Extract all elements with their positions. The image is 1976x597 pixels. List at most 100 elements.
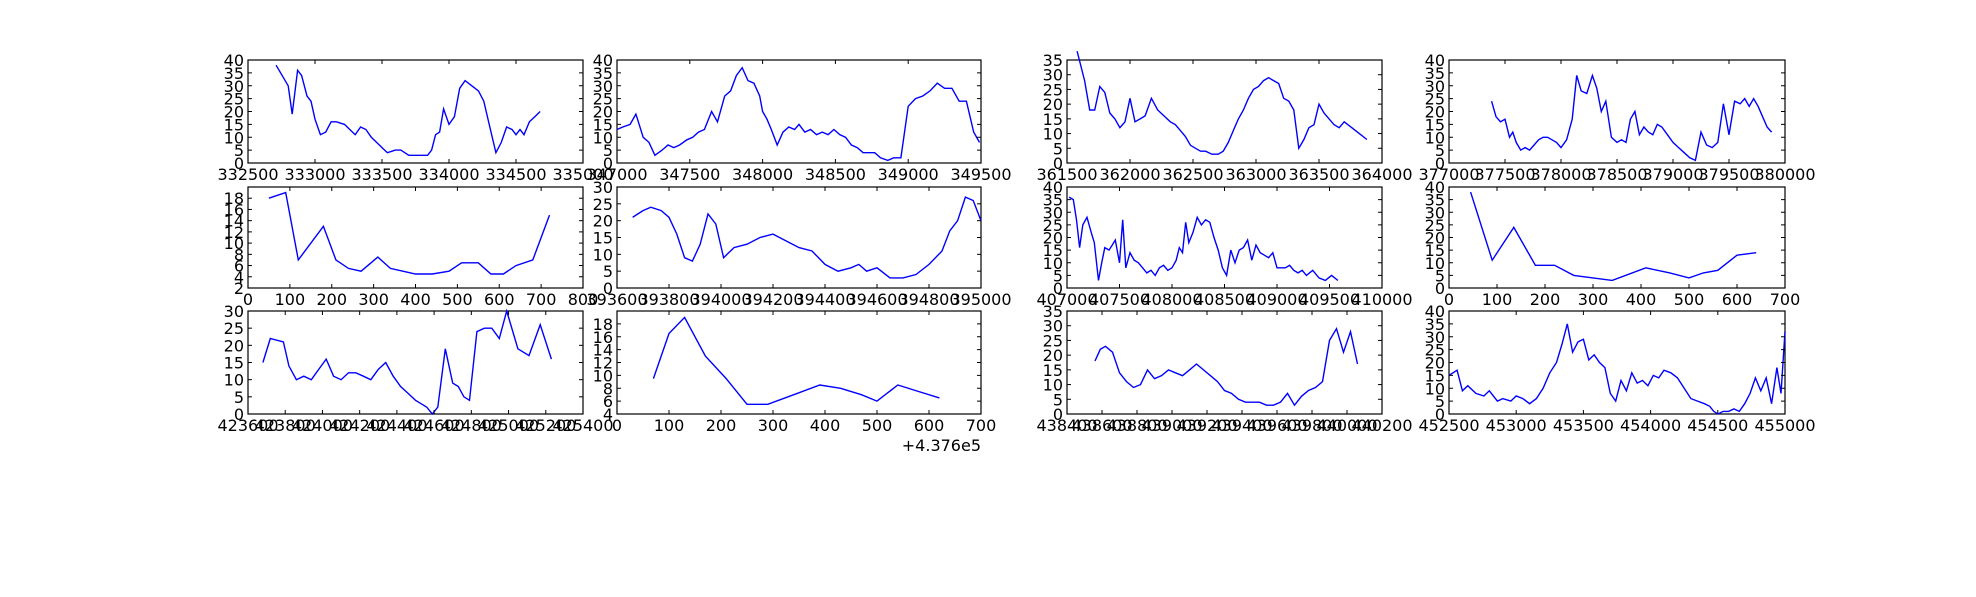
- x-tick-label: 348000: [732, 165, 793, 184]
- y-tick-label: 35: [1425, 64, 1445, 83]
- x-tick-label: 349500: [950, 165, 1011, 184]
- x-tick-label: 439800: [1281, 416, 1342, 435]
- x-tick-label: 377500: [1474, 165, 1535, 184]
- y-tick-label: 5: [1435, 266, 1445, 285]
- y-tick-label: 25: [1043, 80, 1063, 99]
- y-tick-label: 8: [234, 245, 244, 264]
- x-tick-label: 439000: [1141, 416, 1202, 435]
- y-tick-label: 25: [224, 90, 244, 109]
- x-tick-label: 394400: [794, 290, 855, 309]
- x-tick-label: 800: [568, 290, 599, 309]
- y-tick-label: 15: [1425, 115, 1445, 134]
- plot-frame: [247, 59, 584, 164]
- y-tick-label: 25: [1043, 216, 1063, 235]
- y-tick-label: 30: [224, 302, 244, 321]
- x-tick-label: 425000: [478, 416, 539, 435]
- y-tick-label: 14: [224, 212, 244, 231]
- x-tick-label: 409500: [1299, 290, 1360, 309]
- y-tick-label: 20: [1043, 95, 1063, 114]
- y-tick-label: 5: [1053, 390, 1063, 409]
- y-tick-label: 12: [224, 223, 244, 242]
- subplot-4: 3770003775003780003785003790003795003800…: [1418, 51, 1815, 184]
- y-tick-label: 35: [593, 64, 613, 83]
- y-tick-label: 35: [1425, 191, 1445, 210]
- y-tick-label: 30: [593, 77, 613, 96]
- x-tick-label: 400: [400, 290, 431, 309]
- subplot-7: 4070004075004080004085004090004095004100…: [1036, 178, 1412, 309]
- y-tick-label: 20: [593, 212, 613, 231]
- y-tick-label: 5: [234, 141, 244, 160]
- y-tick-label: 10: [1043, 376, 1063, 395]
- x-tick-label: 393800: [638, 290, 699, 309]
- x-tick-label: 335000: [552, 165, 613, 184]
- x-tick-label: 700: [526, 290, 557, 309]
- y-tick-label: 15: [593, 229, 613, 248]
- y-tick-label: 20: [224, 336, 244, 355]
- y-tick-label: 0: [603, 154, 613, 173]
- y-tick-label: 6: [234, 257, 244, 276]
- x-tick-label: 452500: [1418, 416, 1479, 435]
- x-tick-label: 423800: [255, 416, 316, 435]
- subplot-3: 361500 362000 362500 363000 363500 364000 0510…: [1036, 51, 1412, 184]
- subplot-2: 347000 347500 348000 348500 349000 349500 0510…: [586, 51, 1011, 184]
- x-tick-label: 394600: [846, 290, 907, 309]
- series-line: [616, 66, 981, 162]
- y-tick-label: 15: [224, 115, 244, 134]
- x-tick-label: 379000: [1642, 165, 1703, 184]
- y-tick-label: 30: [593, 178, 613, 197]
- y-tick-label: 30: [1425, 77, 1445, 96]
- x-tick-label: 394800: [898, 290, 959, 309]
- x-tick-label: 395000: [950, 290, 1011, 309]
- x-tick-label: 424200: [329, 416, 390, 435]
- y-tick-label: 15: [1043, 110, 1063, 129]
- y-tick-label: 0: [234, 405, 244, 424]
- x-tick-label: 200: [1530, 290, 1561, 309]
- x-tick-label: 438800: [1106, 416, 1167, 435]
- y-tick-label: 40: [224, 51, 244, 70]
- plot-frame: [616, 186, 982, 289]
- y-tick-label: 0: [1435, 279, 1445, 298]
- y-tick-label: 15: [1425, 366, 1445, 385]
- y-tick-label: 0: [1435, 405, 1445, 424]
- x-tick-label: 200: [316, 290, 347, 309]
- subplot-grid: 332500 333000 333500 334000 334500 3350000510…: [217, 51, 1815, 455]
- y-tick-label: 6: [603, 392, 613, 411]
- y-tick-label: 0: [1053, 405, 1063, 424]
- x-tick-label: 408500: [1194, 290, 1255, 309]
- y-tick-label: 25: [1425, 341, 1445, 360]
- y-tick-label: 25: [224, 319, 244, 338]
- y-tick-label: 5: [603, 141, 613, 160]
- x-tick-label: 300: [758, 416, 789, 435]
- x-tick-label: 438400: [1036, 416, 1097, 435]
- y-tick-label: 25: [593, 90, 613, 109]
- plot-frame: [616, 59, 982, 164]
- y-tick-label: 25: [1425, 216, 1445, 235]
- x-tick-label: 407000: [1036, 290, 1097, 309]
- subplot-12: 452500 453000 453500 454000 454500 455000 0510…: [1418, 302, 1815, 435]
- x-tick-label: 424000: [292, 416, 353, 435]
- x-tick-label: 424400: [366, 416, 427, 435]
- x-tick-label: 424600: [404, 416, 465, 435]
- x-tick-label: 333000: [284, 165, 345, 184]
- y-tick-label: 0: [1435, 154, 1445, 173]
- y-tick-label: 5: [603, 262, 613, 281]
- x-tick-label: 453000: [1486, 416, 1547, 435]
- y-tick-label: 0: [603, 279, 613, 298]
- x-tick-label: 440000: [1316, 416, 1377, 435]
- x-tick-label: 378000: [1530, 165, 1591, 184]
- y-tick-label: 16: [224, 200, 244, 219]
- x-tick-label: 454000: [1620, 416, 1681, 435]
- x-offset-label: +4.376e5: [902, 436, 981, 455]
- x-tick-label: 377000: [1418, 165, 1479, 184]
- y-tick-label: 10: [1043, 254, 1063, 273]
- plot-frame: [247, 310, 584, 415]
- plot-frame: [1448, 186, 1786, 289]
- x-tick-label: 361500: [1036, 165, 1097, 184]
- y-tick-label: 15: [593, 115, 613, 134]
- x-tick-label: 400: [1626, 290, 1657, 309]
- y-tick-label: 15: [224, 354, 244, 373]
- x-tick-label: 100: [654, 416, 685, 435]
- series-line: [268, 191, 551, 275]
- x-tick-label: 500: [442, 290, 473, 309]
- y-tick-label: 15: [1425, 241, 1445, 260]
